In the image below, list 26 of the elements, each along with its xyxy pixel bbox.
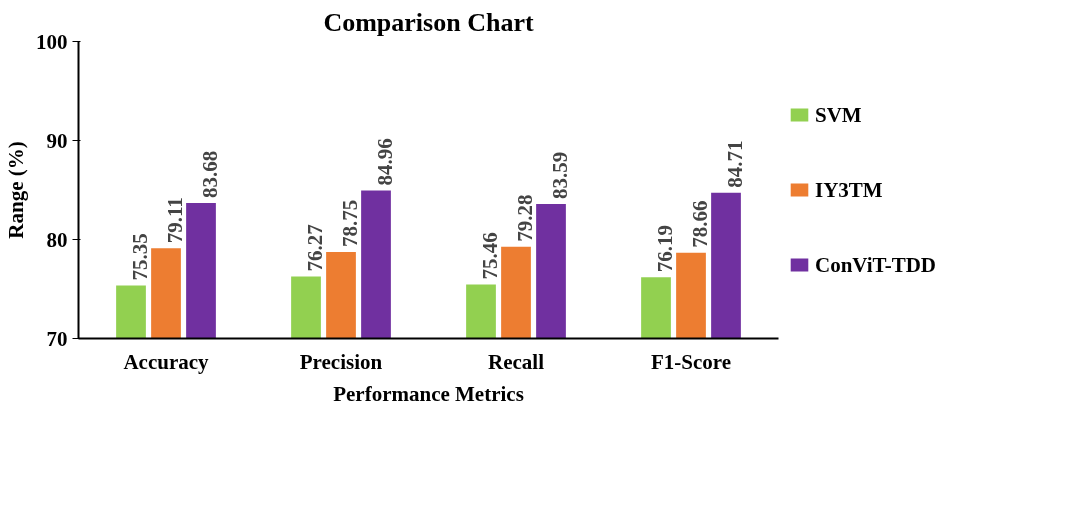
legend-label: SVM xyxy=(815,102,863,127)
y-tick-label: 100 xyxy=(36,29,68,54)
x-tick-label: Accuracy xyxy=(123,349,210,374)
data-label: 78.75 xyxy=(338,199,362,247)
data-label: 84.96 xyxy=(373,138,397,186)
data-label: 83.59 xyxy=(548,151,572,199)
data-label: 79.11 xyxy=(163,197,187,244)
data-label: 75.35 xyxy=(128,233,152,281)
data-label: 75.46 xyxy=(478,232,502,280)
x-axis-title: Performance Metrics xyxy=(333,381,524,406)
y-axis-title: Range (%) xyxy=(4,141,28,239)
data-label: 76.27 xyxy=(303,224,327,272)
x-tick-label: F1-Score xyxy=(650,349,732,374)
legend-label: ConViT-TDD xyxy=(815,252,937,277)
y-tick-label: 90 xyxy=(46,128,68,153)
data-label: 76.19 xyxy=(653,224,677,273)
chart-title: Comparison Chart xyxy=(323,7,534,37)
y-tick-label: 80 xyxy=(46,227,68,252)
data-label: 84.71 xyxy=(723,140,747,188)
data-label: 83.68 xyxy=(198,150,222,199)
data-label: 78.66 xyxy=(688,200,712,248)
y-tick-label: 70 xyxy=(46,326,68,351)
x-tick-label: Precision xyxy=(299,349,383,374)
data-label: 79.28 xyxy=(513,194,537,242)
legend-label: IY3TM xyxy=(815,177,884,202)
x-tick-label: Recall xyxy=(488,349,545,374)
